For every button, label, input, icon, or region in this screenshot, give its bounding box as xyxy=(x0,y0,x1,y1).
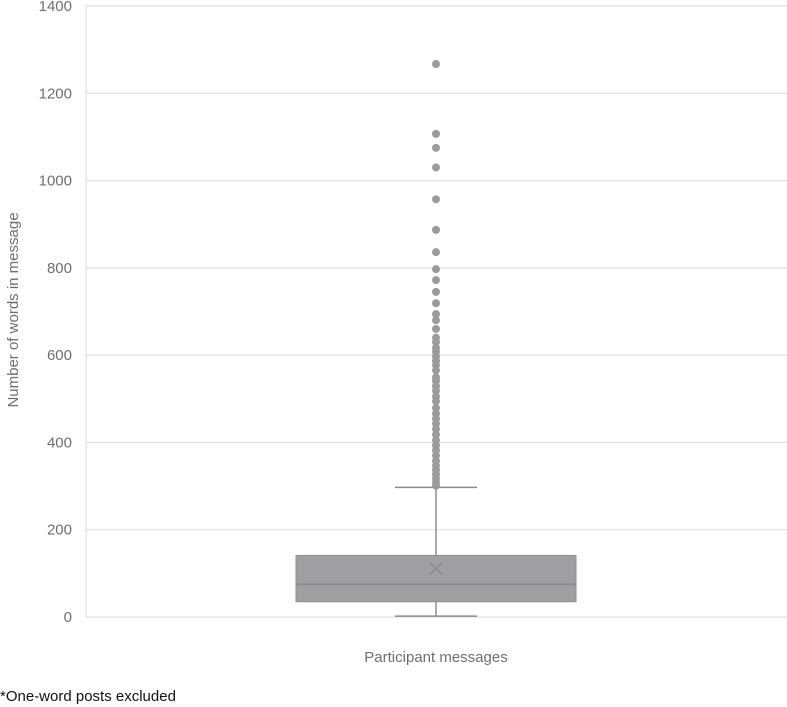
y-axis-tick-labels: 0 200 400 600 800 1000 1200 1400 xyxy=(39,0,72,626)
outlier-point xyxy=(432,163,440,172)
y-tick-label: 1000 xyxy=(39,173,72,190)
box-plot-series xyxy=(295,60,577,617)
outlier-point xyxy=(432,265,440,274)
outlier-point xyxy=(432,276,440,285)
y-tick-label: 400 xyxy=(47,434,72,451)
y-tick-label: 600 xyxy=(47,347,72,364)
outlier-point xyxy=(432,409,440,418)
outlier-point xyxy=(432,436,440,445)
outlier-point xyxy=(432,343,440,352)
outlier-point xyxy=(432,129,440,138)
y-axis-title: Number of words in message xyxy=(5,212,22,407)
x-axis-category-label: Participant messages xyxy=(364,649,507,666)
outlier-point xyxy=(432,333,440,342)
mean-marker-stroke-b xyxy=(429,562,443,576)
footnote: *One-word posts excluded xyxy=(0,688,176,705)
y-tick-label: 800 xyxy=(47,260,72,277)
outlier-point xyxy=(432,143,440,152)
outlier-point xyxy=(432,60,440,69)
y-tick-label: 1200 xyxy=(39,85,72,102)
interquartile-box xyxy=(295,554,577,603)
outlier-point xyxy=(432,248,440,257)
y-tick-label: 200 xyxy=(47,522,72,539)
y-tick-label: 1400 xyxy=(39,0,72,15)
outlier-point xyxy=(432,299,440,308)
y-tick-label: 0 xyxy=(64,609,72,626)
outlier-point xyxy=(432,195,440,204)
outlier-point xyxy=(432,316,440,325)
outlier-point xyxy=(432,430,440,439)
outlier-point xyxy=(432,373,440,382)
outlier-point xyxy=(432,403,440,412)
outlier-point xyxy=(432,310,440,319)
outlier-point xyxy=(432,324,440,333)
outlier-point xyxy=(432,392,440,401)
outlier-point xyxy=(432,225,440,234)
outlier-point xyxy=(432,287,440,296)
